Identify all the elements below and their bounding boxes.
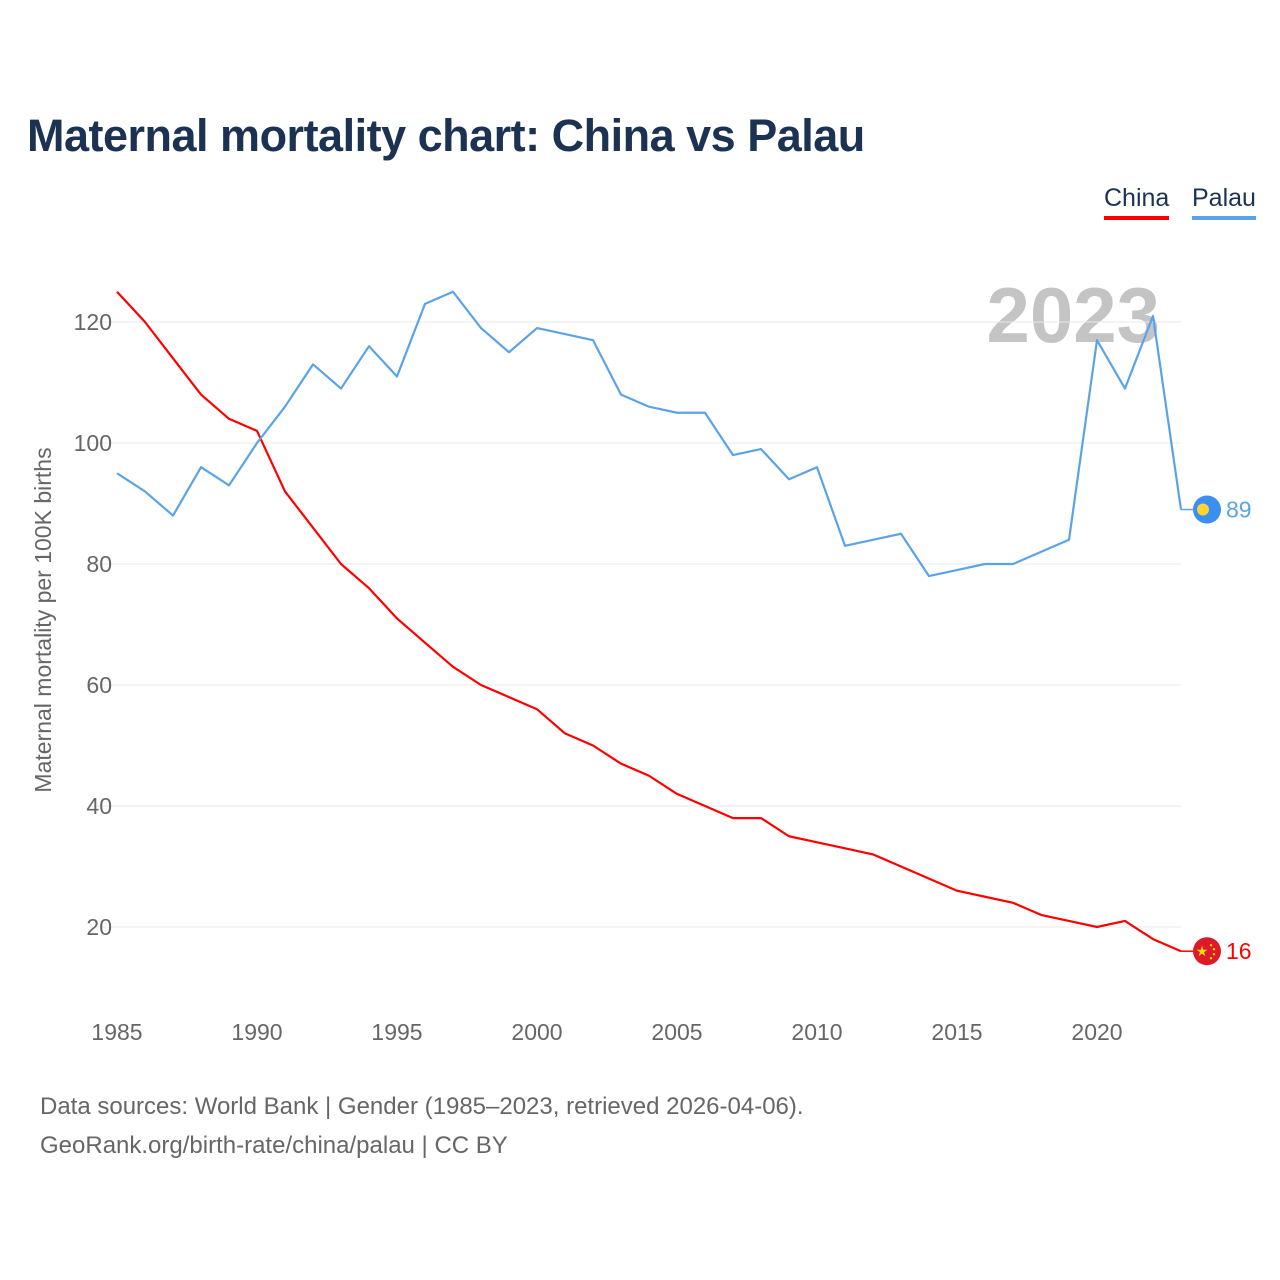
footer-credit[interactable]: GeoRank.org/birth-rate/china/palau | CC … [40, 1132, 508, 1159]
end-value-label-china: 16 [1226, 938, 1252, 964]
china-flag-small-star [1212, 948, 1216, 951]
china-flag-small-star [1209, 944, 1213, 947]
year-watermark: 2023 [986, 271, 1160, 359]
x-tick-label: 2000 [511, 1019, 562, 1045]
china-flag-icon [1193, 937, 1221, 966]
y-tick-label: 100 [74, 430, 112, 456]
series-line-palau [116, 290, 1183, 578]
legend-china[interactable]: China [1104, 184, 1170, 220]
x-tick-label: 2020 [1071, 1019, 1122, 1045]
footer: Data sources: World Bank | Gender (1985–… [40, 1087, 804, 1165]
y-tick-label: 120 [74, 309, 112, 335]
footer-sources: Data sources: World Bank | Gender (1985–… [40, 1093, 804, 1120]
x-tick-label: 1995 [371, 1019, 422, 1045]
y-tick-label: 80 [86, 551, 112, 577]
china-flag-small-star [1212, 953, 1216, 956]
x-tick-label: 2010 [791, 1019, 842, 1045]
legend-palau[interactable]: Palau [1192, 184, 1256, 220]
y-tick-label: 20 [86, 914, 112, 940]
y-tick-label: 40 [86, 793, 112, 819]
china-flag-small-star [1209, 957, 1213, 960]
series-line-china [116, 291, 1182, 953]
x-tick-label: 2015 [931, 1019, 982, 1045]
end-value-label-palau: 89 [1226, 497, 1252, 523]
x-tick-label: 1990 [231, 1019, 282, 1045]
x-tick-label: 1985 [91, 1019, 142, 1045]
chart-title: Maternal mortality chart: China vs Palau [27, 110, 865, 161]
china-flag-star: ★ [1196, 943, 1209, 959]
palau-flag-moon [1197, 503, 1209, 516]
x-tick-label: 2005 [651, 1019, 702, 1045]
y-axis-label: Maternal mortality per 100K births [30, 447, 56, 792]
y-tick-label: 60 [86, 672, 112, 698]
